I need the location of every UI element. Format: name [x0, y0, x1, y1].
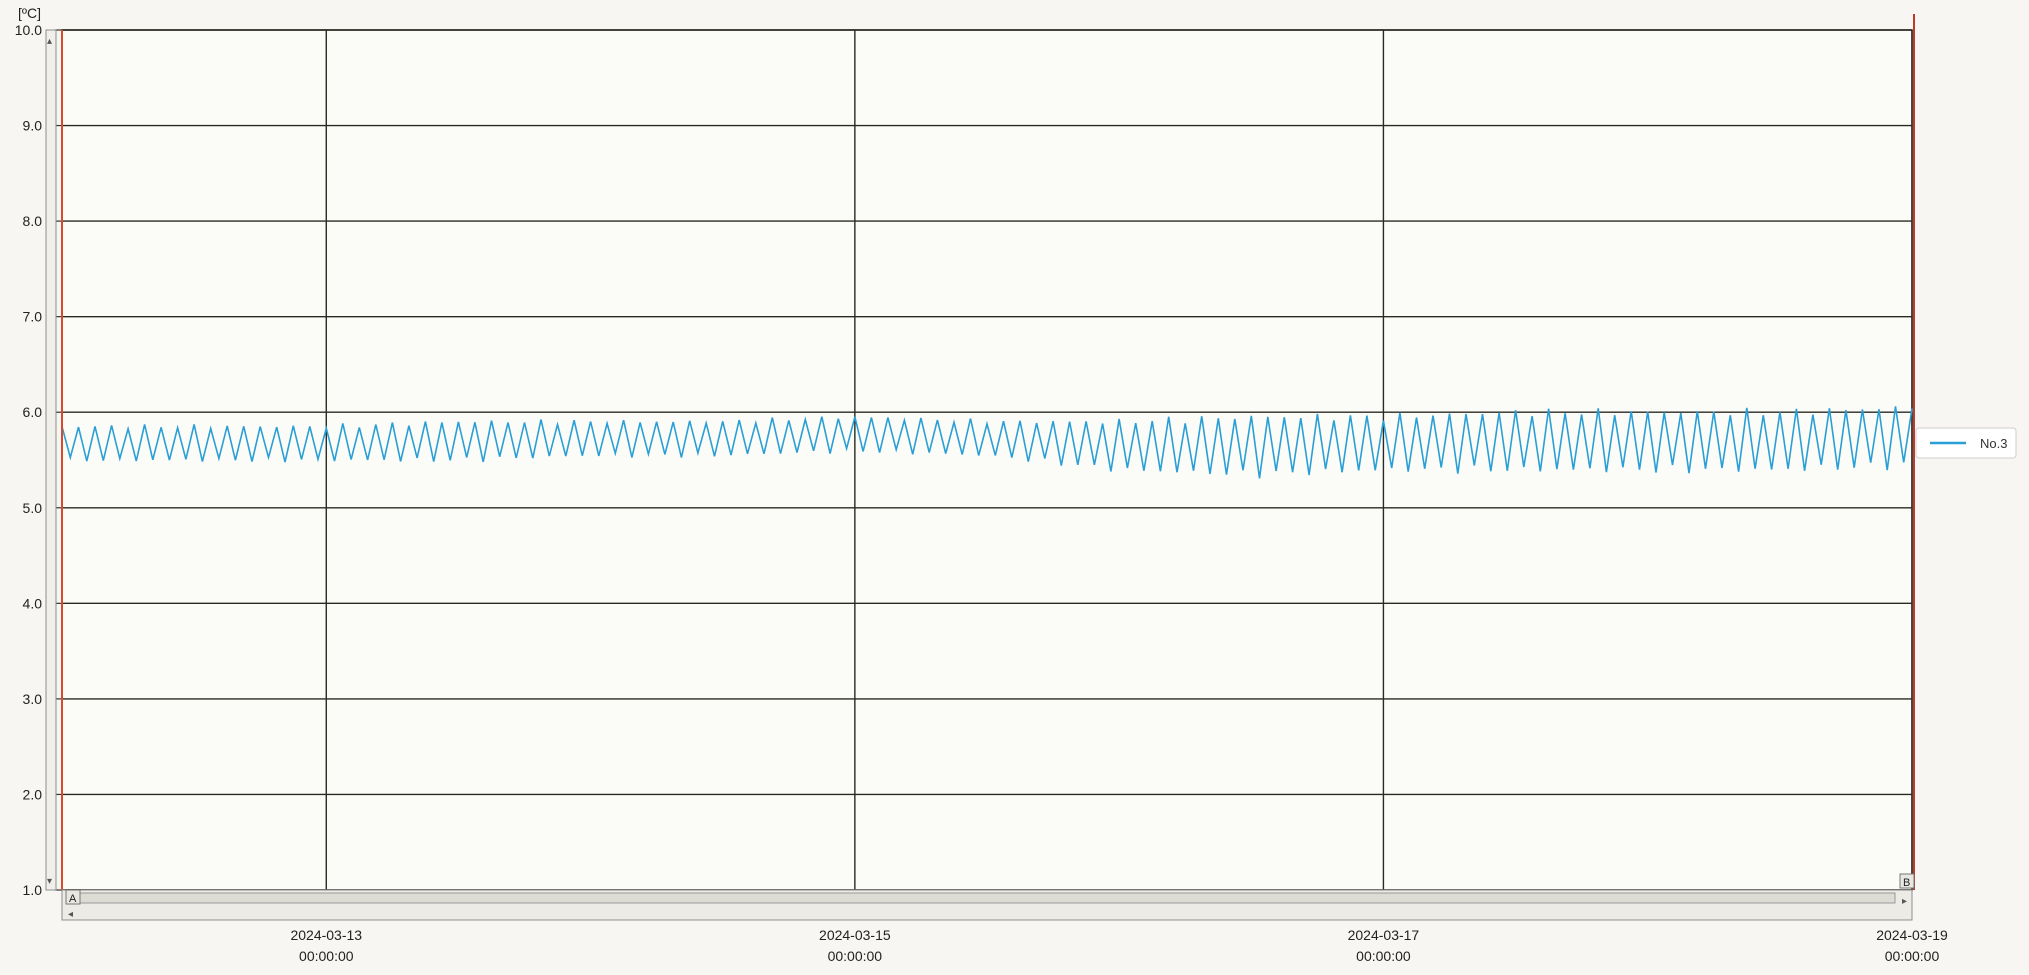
- horizontal-scrollbar-thumb[interactable]: [79, 892, 1896, 904]
- marker-a-box[interactable]: [65, 889, 81, 905]
- x-tick-label-time: 00:00:00: [828, 948, 883, 964]
- y-tick-label: 9.0: [23, 118, 43, 134]
- y-axis-unit-label: [ºC]: [18, 5, 41, 21]
- y-tick-label: 10.0: [15, 22, 42, 38]
- y-tick-label: 8.0: [23, 213, 43, 229]
- y-axis-tick-labels: 1.0 2.0 3.0 4.0 5.0 6.0 7.0 8.0 9.0 10.0: [15, 22, 62, 898]
- y-scroll-down-arrow-icon[interactable]: ▾: [47, 876, 52, 887]
- x-tick-label-date: 2024-03-17: [1348, 927, 1420, 943]
- y-axis-scroll-strip[interactable]: [45, 29, 57, 891]
- series-group: [61, 406, 1913, 479]
- scroll-right-arrow-icon[interactable]: ▸: [1902, 896, 1907, 907]
- plot-area: [61, 29, 1913, 891]
- legend: No.3: [1915, 427, 2017, 459]
- marker-a-label: A: [69, 893, 77, 905]
- x-tick-label-time: 00:00:00: [1356, 948, 1411, 964]
- x-tick-label-date: 2024-03-13: [290, 927, 362, 943]
- vertical-gridlines: [325, 30, 1913, 890]
- y-tick-label: 1.0: [23, 882, 43, 898]
- y-tick-label: 5.0: [23, 500, 43, 516]
- y-scroll-up-arrow-icon[interactable]: ▴: [47, 36, 52, 47]
- series-line-no3: [61, 406, 1913, 479]
- marker-b-box[interactable]: [1899, 873, 1915, 889]
- y-tick-label: 3.0: [23, 691, 43, 707]
- horizontal-gridlines: [62, 29, 1912, 891]
- y-tick-label: 4.0: [23, 595, 43, 611]
- x-tick-label-date: 2024-03-19: [1876, 927, 1948, 943]
- x-tick-label-date: 2024-03-15: [819, 927, 891, 943]
- scroll-left-arrow-icon[interactable]: ◂: [68, 909, 73, 920]
- y-tick-label: 2.0: [23, 786, 43, 802]
- x-tick-label-time: 00:00:00: [299, 948, 354, 964]
- x-tick-label-time: 00:00:00: [1885, 948, 1940, 964]
- y-tick-label: 6.0: [23, 404, 43, 420]
- marker-b-label: B: [1903, 877, 1910, 889]
- legend-label: No.3: [1980, 436, 2007, 451]
- x-axis-tick-labels: 2024-03-13 00:00:00 2024-03-15 00:00:00 2024…: [290, 927, 1948, 964]
- y-tick-label: 7.0: [23, 309, 43, 325]
